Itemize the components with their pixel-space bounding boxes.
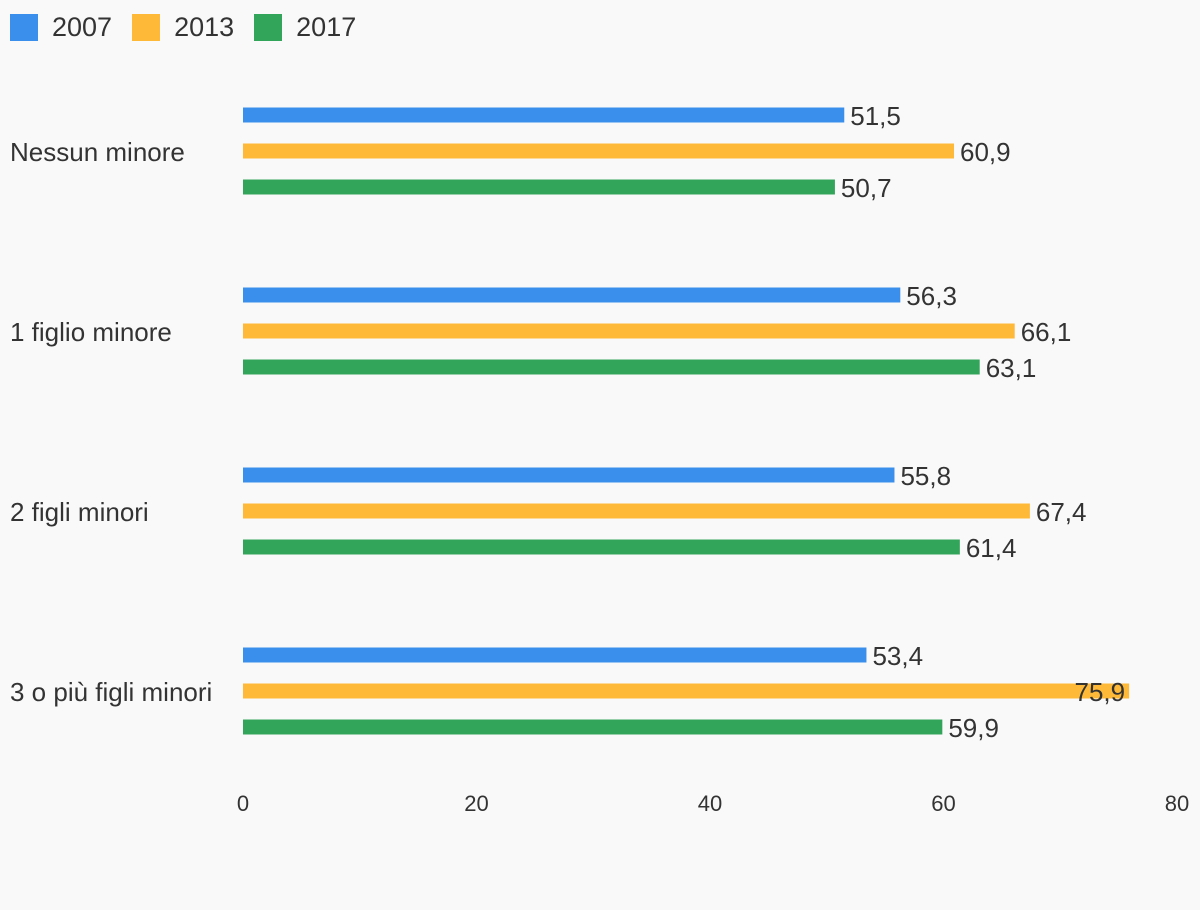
data-label: 53,4	[872, 641, 923, 671]
bar-2013	[243, 143, 955, 159]
category-label: 1 figlio minore	[10, 317, 172, 347]
legend-label-2007: 2007	[52, 12, 113, 42]
x-tick-label: 60	[931, 791, 955, 816]
bar-2017	[243, 179, 835, 195]
bar-2017	[243, 719, 943, 735]
legend-swatch-2017	[254, 13, 283, 41]
data-label: 55,8	[900, 461, 951, 491]
legend-label-2013: 2013	[174, 12, 235, 42]
x-tick-label: 0	[237, 791, 249, 816]
data-label: 61,4	[966, 533, 1017, 563]
data-label: 56,3	[906, 281, 957, 311]
bar-2007	[243, 647, 867, 663]
bar-2007	[243, 467, 895, 483]
legend-item-2007: 2007	[10, 10, 112, 44]
data-label: 59,9	[948, 713, 999, 743]
category-label: 3 o più figli minori	[10, 677, 212, 707]
legend-swatch-2013	[132, 13, 161, 41]
chart-legend: 2007 2013 2017	[10, 10, 376, 44]
data-label: 63,1	[986, 353, 1037, 383]
data-label: 75,9	[1075, 677, 1126, 707]
data-label: 50,7	[841, 173, 892, 203]
bar-2013	[243, 323, 1015, 339]
data-label: 60,9	[960, 137, 1011, 167]
x-tick-label: 20	[464, 791, 488, 816]
bar-2013	[243, 503, 1030, 519]
bar-2017	[243, 359, 980, 375]
category-label: 2 figli minori	[10, 497, 149, 527]
bar-2017	[243, 539, 960, 555]
data-label: 67,4	[1036, 497, 1087, 527]
legend-item-2013: 2013	[132, 10, 234, 44]
x-tick-label: 80	[1165, 791, 1189, 816]
bar-2013	[243, 683, 1130, 699]
legend-item-2017: 2017	[254, 10, 356, 44]
category-label: Nessun minore	[10, 137, 185, 167]
data-label: 66,1	[1021, 317, 1072, 347]
legend-swatch-2007	[10, 13, 38, 41]
legend-label-2017: 2017	[296, 12, 357, 42]
bar-2007	[243, 287, 901, 303]
bar-2007	[243, 107, 845, 123]
x-tick-label: 40	[698, 791, 722, 816]
data-label: 51,5	[850, 101, 901, 131]
